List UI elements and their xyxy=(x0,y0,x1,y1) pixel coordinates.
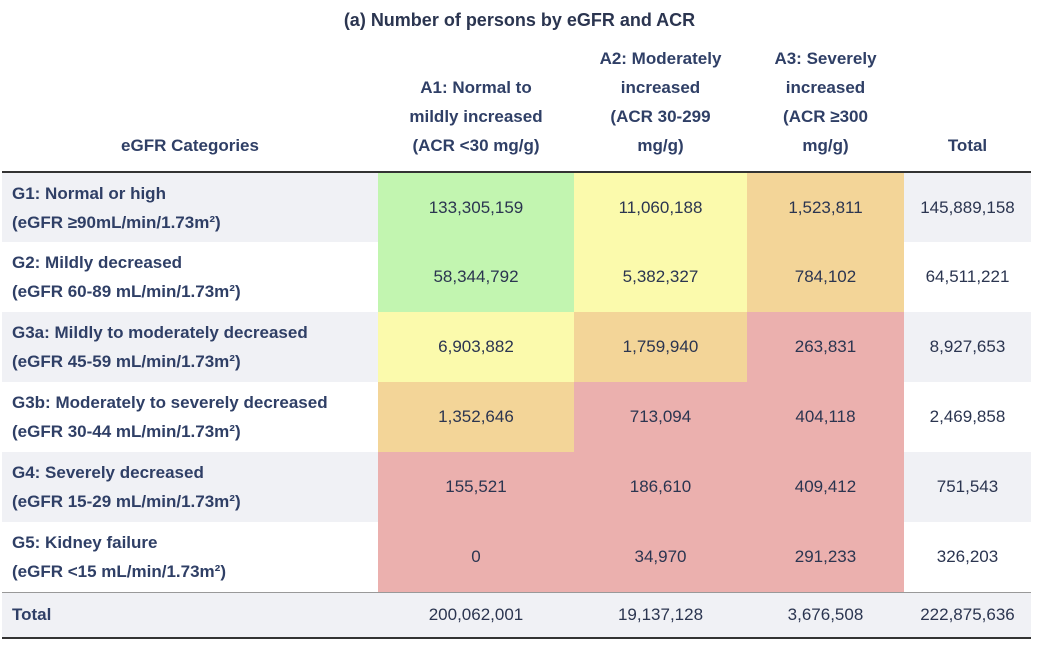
header-a2-line: (ACR 30-299 xyxy=(610,107,711,126)
header-a3-line: (ACR ≥300 xyxy=(783,107,868,126)
cell-g3a-a1: 6,903,882 xyxy=(378,312,574,382)
table-row-g4: G4: Severely decreased (eGFR 15-29 mL/mi… xyxy=(2,452,1031,522)
row-label-range: (eGFR ≥90mL/min/1.73m²) xyxy=(12,212,221,232)
cell-g4-a3: 409,412 xyxy=(747,452,904,522)
row-label: G4: Severely decreased (eGFR 15-29 mL/mi… xyxy=(2,452,378,522)
cell-g2-a1: 58,344,792 xyxy=(378,242,574,312)
cell-g4-a1: 155,521 xyxy=(378,452,574,522)
cell-g2-a3: 784,102 xyxy=(747,242,904,312)
cell-g1-a1: 133,305,159 xyxy=(378,172,574,242)
cell-g3b-a3: 404,118 xyxy=(747,382,904,452)
cell-g5-a3: 291,233 xyxy=(747,522,904,592)
row-label: G1: Normal or high (eGFR ≥90mL/min/1.73m… xyxy=(2,172,378,242)
row-label: G2: Mildly decreased (eGFR 60-89 mL/min/… xyxy=(2,242,378,312)
cell-g3a-a2: 1,759,940 xyxy=(574,312,747,382)
cell-g5-a2: 34,970 xyxy=(574,522,747,592)
row-label-title: G3b: Moderately to severely decreased xyxy=(12,393,328,412)
header-a3-line: mg/g) xyxy=(802,136,849,155)
cell-g3b-a2: 713,094 xyxy=(574,382,747,452)
egfr-acr-table: eGFR Categories A1: Normal to mildly inc… xyxy=(2,44,1031,639)
total-a1: 200,062,001 xyxy=(378,592,574,638)
cell-g5-a1: 0 xyxy=(378,522,574,592)
header-a2-line: increased xyxy=(620,78,701,97)
totals-row: Total 200,062,001 19,137,128 3,676,508 2… xyxy=(2,592,1031,638)
cell-g1-a2: 11,060,188 xyxy=(574,172,747,242)
header-a1-line: A1: Normal to xyxy=(420,78,532,97)
table-title: (a) Number of persons by eGFR and ACR xyxy=(343,10,696,30)
cell-g4-total: 751,543 xyxy=(904,452,1031,522)
cell-g3b-total: 2,469,858 xyxy=(929,407,1006,426)
total-a2: 19,137,128 xyxy=(574,592,747,638)
table-row-g3b: G3b: Moderately to severely decreased (e… xyxy=(2,382,1031,452)
header-egfr-categories: eGFR Categories xyxy=(121,136,259,155)
header-a3-line: A3: Severely xyxy=(774,49,877,68)
header-a2: A2: Moderately increased (ACR 30-299 mg/… xyxy=(574,44,747,172)
row-label-title: G5: Kidney failure xyxy=(12,532,158,552)
cell-g2-a2: 5,382,327 xyxy=(574,242,747,312)
row-label-range: (eGFR 60-89 mL/min/1.73m²) xyxy=(12,282,241,301)
cell-g3a-a3: 263,831 xyxy=(747,312,904,382)
row-label-range: (eGFR <15 mL/min/1.73m²) xyxy=(12,561,226,581)
total-a3: 3,676,508 xyxy=(747,592,904,638)
cell-g1-a3: 1,523,811 xyxy=(747,172,904,242)
cell-g3a-total: 8,927,653 xyxy=(904,312,1031,382)
row-label-range: (eGFR 15-29 mL/min/1.73m²) xyxy=(12,492,241,511)
table-row-g2: G2: Mildly decreased (eGFR 60-89 mL/min/… xyxy=(2,242,1031,312)
row-label-range: (eGFR 45-59 mL/min/1.73m²) xyxy=(12,352,241,371)
row-label-title: G1: Normal or high xyxy=(12,183,166,203)
row-label: G3b: Moderately to severely decreased (e… xyxy=(2,382,378,452)
cell-g3b-a1: 1,352,646 xyxy=(378,382,574,452)
header-a1: A1: Normal to mildly increased (ACR <30 … xyxy=(378,44,574,172)
header-row: eGFR Categories A1: Normal to mildly inc… xyxy=(2,44,1031,172)
table-row-g5: G5: Kidney failure (eGFR <15 mL/min/1.73… xyxy=(2,522,1031,592)
row-label-range: (eGFR 30-44 mL/min/1.73m²) xyxy=(12,422,241,441)
cell-g4-a2: 186,610 xyxy=(574,452,747,522)
table-row-g1: G1: Normal or high (eGFR ≥90mL/min/1.73m… xyxy=(2,172,1031,242)
header-a3-line: increased xyxy=(785,78,866,97)
header-a2-line: A2: Moderately xyxy=(599,49,722,68)
row-label: G3a: Mildly to moderately decreased (eGF… xyxy=(2,312,378,382)
table-row-g3a: G3a: Mildly to moderately decreased (eGF… xyxy=(2,312,1031,382)
header-a1-line: (ACR <30 mg/g) xyxy=(412,136,540,155)
row-label: G5: Kidney failure (eGFR <15 mL/min/1.73… xyxy=(2,522,378,592)
totals-label: Total xyxy=(2,592,378,638)
header-a1-line: mildly increased xyxy=(409,107,543,126)
cell-g1-total: 145,889,158 xyxy=(904,172,1031,242)
row-label-title: G3a: Mildly to moderately decreased xyxy=(12,323,308,342)
header-a3: A3: Severely increased (ACR ≥300 mg/g) xyxy=(747,44,904,172)
row-label-title: G4: Severely decreased xyxy=(12,463,204,482)
cell-g5-total: 326,203 xyxy=(936,546,999,566)
row-label-title: G2: Mildly decreased xyxy=(12,253,183,272)
header-a2-line: mg/g) xyxy=(637,136,684,155)
cell-g2-total: 64,511,221 xyxy=(925,267,1010,286)
header-total: Total xyxy=(947,136,988,155)
total-grand: 222,875,636 xyxy=(904,592,1031,638)
